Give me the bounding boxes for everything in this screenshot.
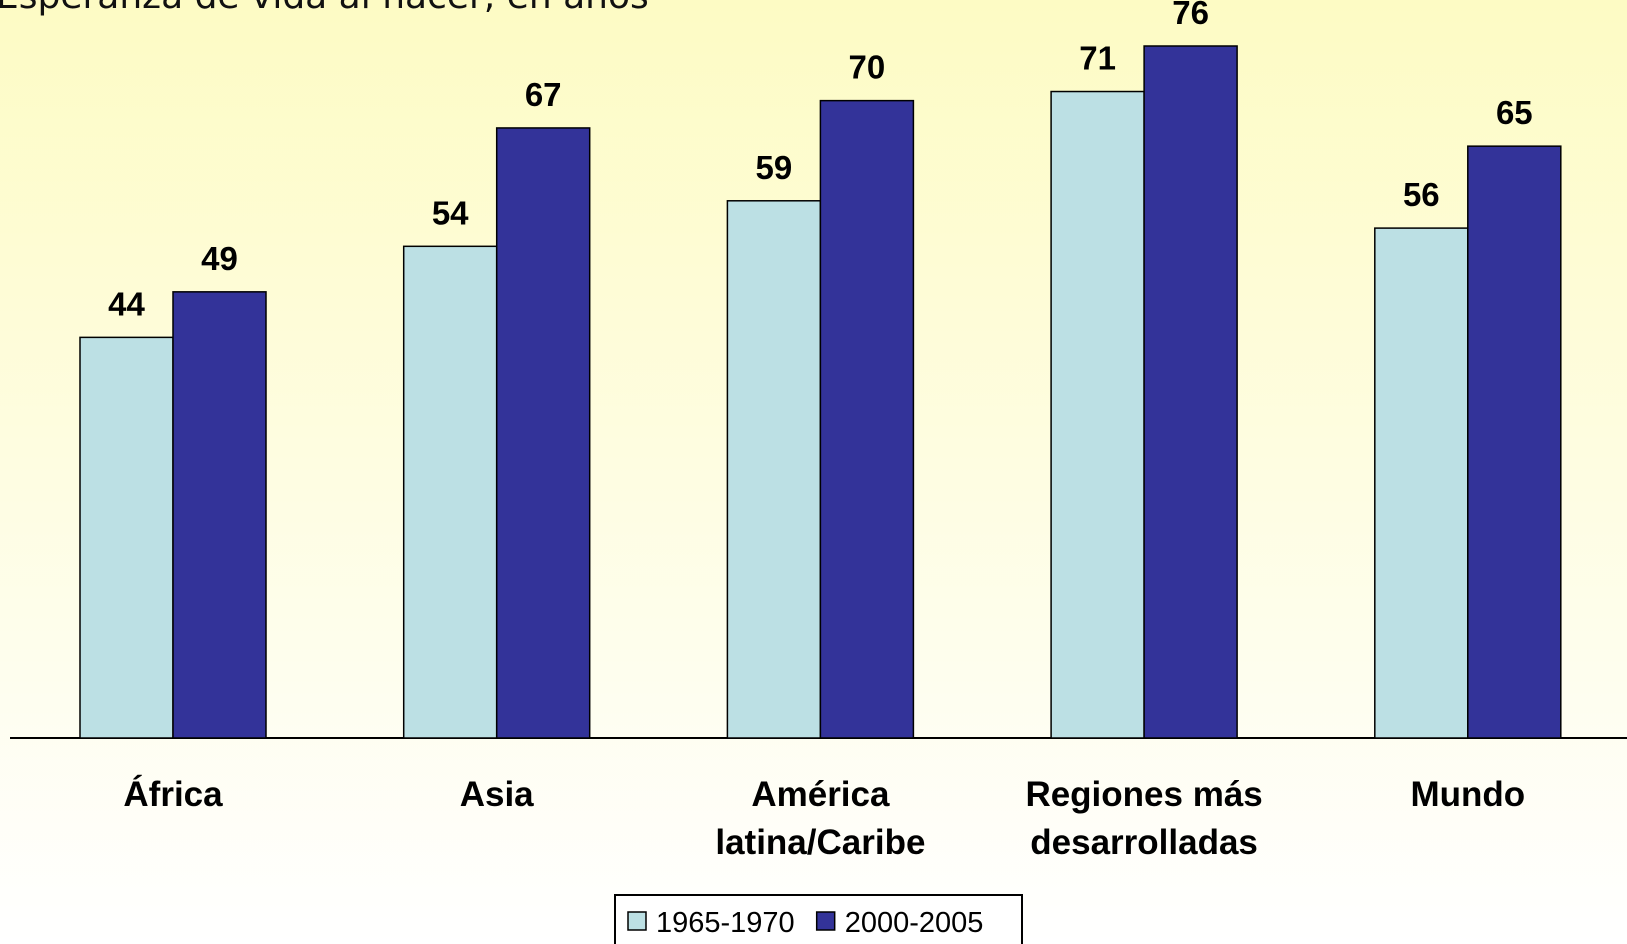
legend-label: 2000-2005	[845, 907, 984, 939]
data-label: 67	[525, 76, 562, 113]
data-label: 71	[1079, 40, 1116, 77]
x-tick-label: África	[123, 774, 223, 814]
bar	[172, 291, 267, 739]
legend-swatch	[627, 911, 647, 931]
data-label: 59	[756, 149, 793, 186]
data-label: 54	[432, 194, 469, 231]
x-tick-label: América latina/Caribe	[715, 775, 925, 862]
legend-swatch	[815, 911, 836, 931]
bar	[1467, 145, 1562, 739]
data-label: 44	[108, 285, 145, 322]
bar	[819, 99, 915, 739]
data-label: 70	[849, 49, 886, 86]
chart-subtitle: Esperanza de vida al nacer, en años	[0, 0, 649, 17]
x-tick-label: Mundo	[1410, 775, 1525, 814]
data-label: 56	[1403, 176, 1440, 213]
data-label: 49	[201, 240, 238, 277]
bar	[79, 336, 174, 739]
bar	[726, 200, 822, 739]
bar	[1374, 227, 1469, 739]
bar	[1050, 90, 1145, 739]
bar	[1143, 45, 1238, 739]
legend-label: 1965-1970	[656, 907, 795, 939]
x-tick-label: Asia	[460, 775, 534, 814]
data-label: 65	[1496, 94, 1533, 131]
bar	[402, 245, 498, 739]
bar	[495, 127, 591, 739]
data-label: 76	[1172, 0, 1209, 31]
x-tick-label: Regiones más desarrolladas	[1025, 775, 1262, 862]
